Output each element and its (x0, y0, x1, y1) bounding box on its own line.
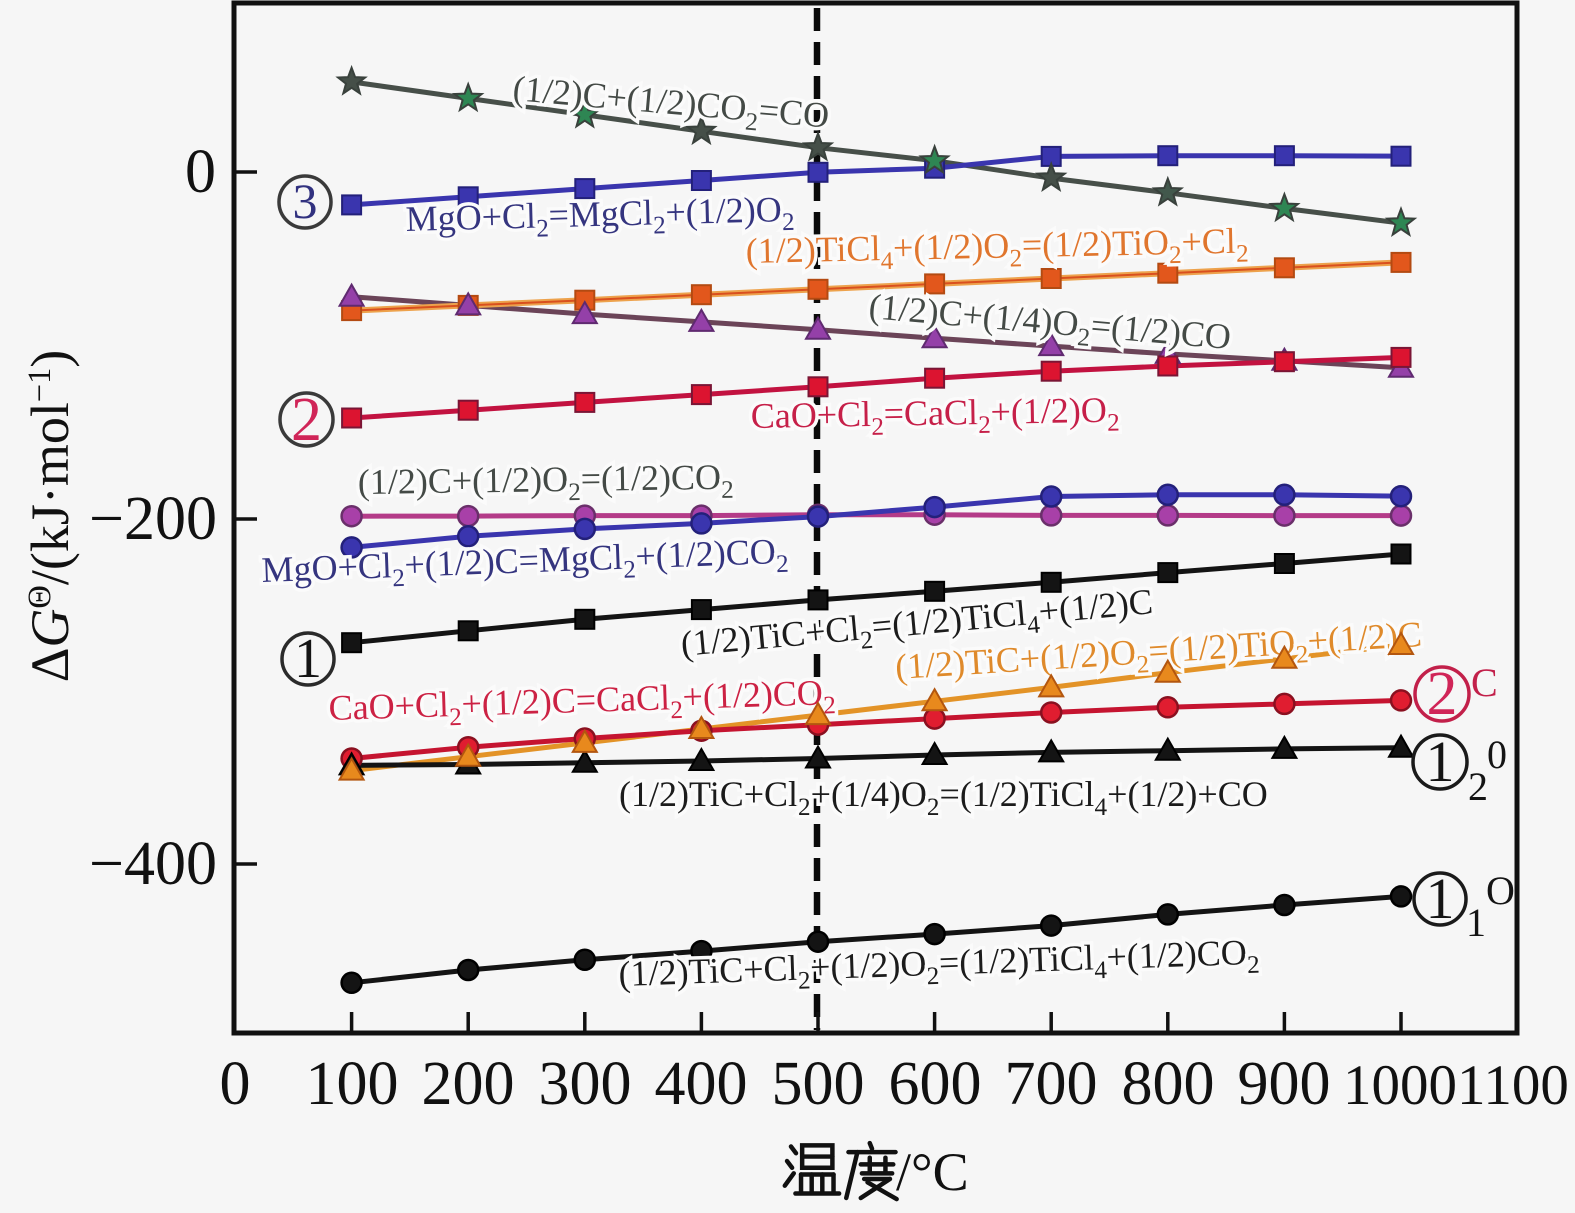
svg-text:100: 100 (306, 1050, 399, 1118)
svg-text:(1/2)TiC+Cl2​+(1/2)O2​=(1/2)Ti: (1/2)TiC+Cl2​+(1/2)O2​=(1/2)TiCl4​+(1/2)… (618, 932, 1260, 1001)
svg-text:C: C (1471, 660, 1498, 705)
svg-text:−400: −400 (89, 830, 217, 898)
svg-text:200: 200 (422, 1050, 515, 1118)
svg-text:−200: −200 (89, 485, 217, 553)
svg-text:2: 2 (1427, 660, 1458, 728)
svg-text:600: 600 (889, 1050, 982, 1118)
svg-text:ΔGΘ​/(kJ·mol−1​): ΔGΘ​/(kJ·mol−1​) (20, 350, 80, 683)
svg-text:400: 400 (655, 1050, 748, 1118)
svg-text:1000: 1000 (1343, 1054, 1457, 1117)
svg-text:1100: 1100 (1457, 1054, 1569, 1117)
svg-text:2: 2 (291, 386, 322, 454)
svg-text:(1/2)C+(1/2)O2​=(1/2)CO2​: (1/2)C+(1/2)O2​=(1/2)CO2​ (358, 457, 734, 509)
svg-text:300: 300 (539, 1050, 632, 1118)
svg-text:0: 0 (1487, 732, 1507, 777)
svg-text:CaO+Cl2​=CaCl2​+(1/2)O2​: CaO+Cl2​=CaCl2​+(1/2)O2​ (750, 390, 1119, 443)
svg-text:900: 900 (1238, 1050, 1331, 1118)
svg-text:1: 1 (294, 628, 322, 690)
svg-text:1: 1 (1426, 866, 1455, 931)
svg-text:1: 1 (1466, 900, 1486, 945)
svg-text:MgO+Cl2​+(1/2)C=MgCl2​+(1/2)CO: MgO+Cl2​+(1/2)C=MgCl2​+(1/2)CO2​ (261, 531, 789, 597)
svg-text:800: 800 (1122, 1050, 1215, 1118)
svg-text:O: O (1486, 868, 1515, 913)
svg-text:MgO+Cl2​=MgCl2​+(1/2)O2​: MgO+Cl2​=MgCl2​+(1/2)O2​ (405, 189, 795, 246)
svg-text:(1/2)TiCl4​+(1/2)O2​=(1/2)TiO2: (1/2)TiCl4​+(1/2)O2​=(1/2)TiO2​+Cl2​ (745, 220, 1249, 278)
svg-text:3: 3 (293, 173, 318, 229)
svg-text:0: 0 (220, 1050, 251, 1118)
svg-text:500: 500 (772, 1050, 865, 1118)
svg-text:0: 0 (185, 138, 216, 206)
svg-text:2: 2 (1468, 764, 1488, 809)
svg-text:1: 1 (1426, 729, 1455, 794)
svg-text:(1/2)TiC+Cl2​+(1/4)O2​=(1/2)Ti: (1/2)TiC+Cl2​+(1/4)O2​=(1/2)TiCl4​+(1/2)… (619, 774, 1268, 821)
svg-text:CaO+Cl2​+(1/2)C=CaCl2​+(1/2)CO: CaO+Cl2​+(1/2)C=CaCl2​+(1/2)CO2​ (328, 672, 836, 735)
svg-text:/°C: /°C (896, 1142, 969, 1202)
svg-text:700: 700 (1005, 1050, 1098, 1118)
